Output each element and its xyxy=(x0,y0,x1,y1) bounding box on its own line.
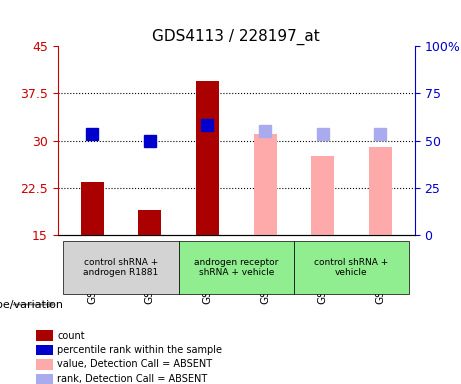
Bar xyxy=(36,345,53,355)
Text: control shRNA +
vehicle: control shRNA + vehicle xyxy=(314,258,389,277)
FancyBboxPatch shape xyxy=(294,241,409,294)
Bar xyxy=(369,147,392,235)
Bar xyxy=(311,156,334,235)
Title: GDS4113 / 228197_at: GDS4113 / 228197_at xyxy=(153,28,320,45)
Bar xyxy=(36,374,53,384)
Bar xyxy=(36,330,53,341)
Text: control shRNA +
androgen R1881: control shRNA + androgen R1881 xyxy=(83,258,159,277)
FancyBboxPatch shape xyxy=(64,241,179,294)
Text: genotype/variation: genotype/variation xyxy=(0,300,64,310)
FancyBboxPatch shape xyxy=(179,241,294,294)
Bar xyxy=(138,210,161,235)
Text: androgen receptor
shRNA + vehicle: androgen receptor shRNA + vehicle xyxy=(194,258,278,277)
Bar xyxy=(254,134,277,235)
Bar xyxy=(36,359,53,369)
Text: rank, Detection Call = ABSENT: rank, Detection Call = ABSENT xyxy=(57,374,207,384)
Text: count: count xyxy=(57,331,85,341)
Bar xyxy=(196,81,219,235)
Text: percentile rank within the sample: percentile rank within the sample xyxy=(57,345,222,355)
Bar xyxy=(81,182,104,235)
Text: value, Detection Call = ABSENT: value, Detection Call = ABSENT xyxy=(57,359,212,369)
